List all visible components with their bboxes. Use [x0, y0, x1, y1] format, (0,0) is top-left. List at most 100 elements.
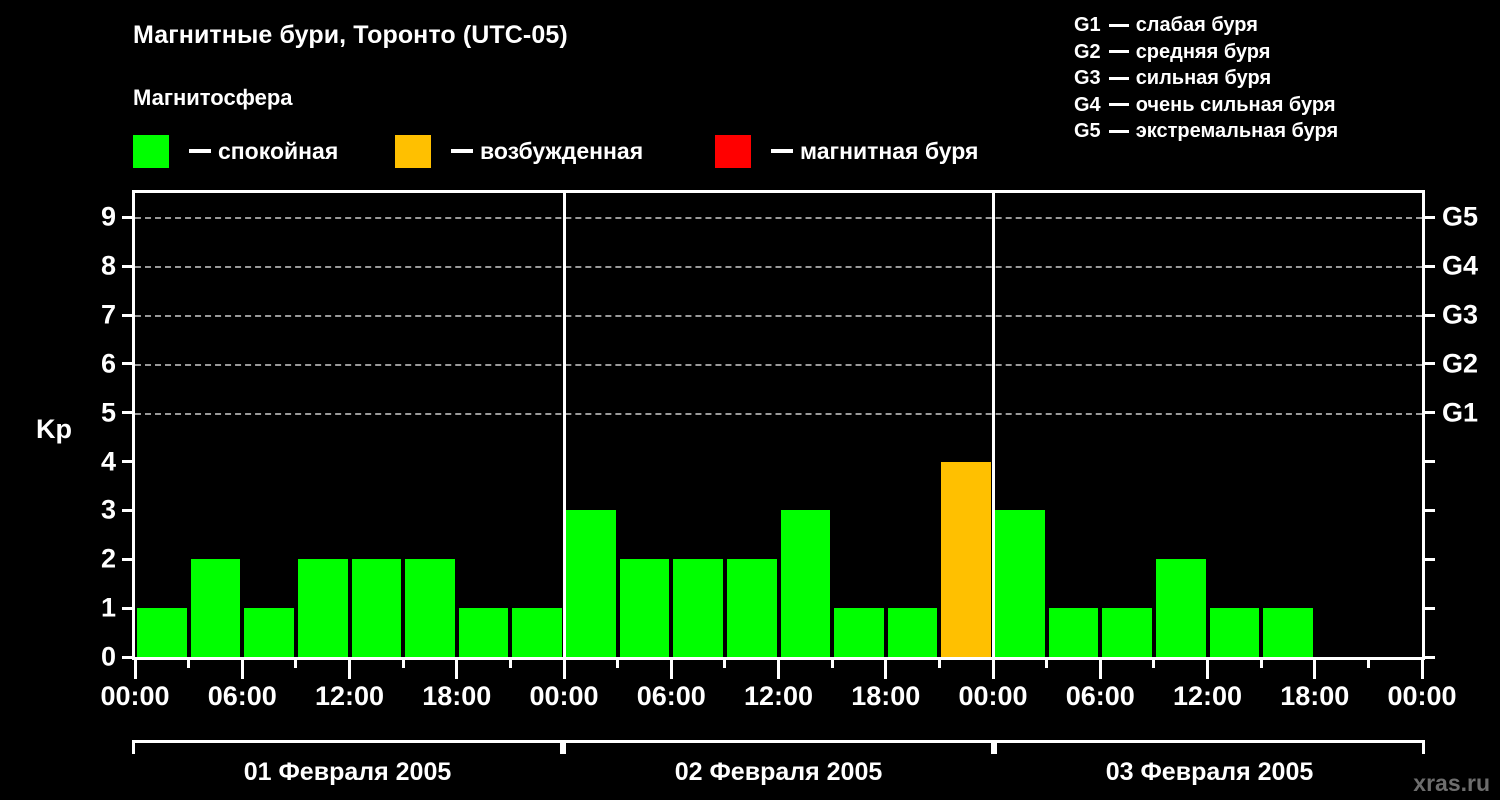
date-bracket — [132, 740, 563, 743]
gridline-kp-8 — [135, 266, 1422, 269]
g-scale-label: слабая буря — [1135, 14, 1258, 36]
g-scale-dash-icon — [1108, 103, 1129, 107]
x-tick-minor — [1366, 657, 1370, 668]
y-tick-left — [122, 264, 135, 268]
g-scale-dash-icon — [1108, 50, 1129, 54]
date-label: 01 Февраля 2005 — [243, 758, 452, 786]
date-bracket-tick-right — [560, 740, 563, 754]
magnetosphere-heading: Магнитосфера — [133, 85, 293, 110]
y-tick-right — [1422, 655, 1435, 659]
x-tick-minor — [616, 657, 620, 668]
g-scale-row-g4: G4 очень сильная буря — [1074, 92, 1494, 119]
x-tick-minor — [1045, 657, 1049, 668]
bar-kp — [726, 559, 777, 657]
g-scale-dash-icon — [1108, 76, 1129, 80]
x-tick-label: 00:00 — [1387, 681, 1457, 711]
x-tick-major — [562, 657, 566, 679]
x-tick-label: 18:00 — [422, 681, 492, 711]
x-tick-minor — [1259, 657, 1263, 668]
bar-kp — [1155, 559, 1206, 657]
g-scale-dash-icon — [1108, 23, 1129, 27]
x-tick-label: 12:00 — [1172, 681, 1243, 711]
x-tick-label: 12:00 — [743, 681, 814, 711]
gridline-kp-5 — [135, 412, 1422, 415]
bar-kp — [512, 608, 562, 657]
x-tick-major — [348, 657, 351, 679]
bar-kp — [1102, 608, 1152, 657]
bar-kp — [190, 559, 241, 657]
gridline-kp-6 — [135, 363, 1422, 366]
bar-kp — [566, 510, 616, 657]
y-tick-left — [122, 313, 135, 317]
y-tick-left — [122, 411, 135, 415]
legend-entry-excited: возбужденная — [395, 130, 643, 172]
g-scale-label: экстремальная буря — [1135, 120, 1339, 142]
x-tick-major — [1098, 657, 1102, 679]
x-tick-major — [1206, 657, 1209, 679]
date-segment-3: 03 Февраля 2005 — [994, 740, 1425, 798]
g-scale-legend: G1 слабая буря G2 средняя буря G3 сильная бур… — [1074, 12, 1494, 145]
bar-kp — [1048, 608, 1099, 657]
x-tick-major — [1313, 657, 1317, 679]
legend-dash-icon — [451, 149, 473, 153]
legend-label: возбужденная — [480, 137, 644, 164]
legend-label: магнитная буря — [800, 137, 979, 164]
x-tick-minor — [937, 657, 941, 668]
g-scale-code: G2 — [1074, 40, 1101, 63]
bar-kp — [351, 559, 402, 657]
g-scale-row-g2: G2 средняя буря — [1074, 39, 1494, 66]
y-tick-label-4: 4 — [100, 446, 116, 477]
date-segment-2: 02 Февраля 2005 — [563, 740, 994, 798]
legend-dash-icon — [771, 149, 793, 153]
bar-kp — [995, 510, 1045, 657]
x-tick-major — [884, 657, 888, 679]
date-bracket-tick-left — [132, 740, 135, 754]
legend-label: спокойная — [218, 137, 339, 164]
x-tick-major — [1420, 657, 1424, 679]
x-tick-minor — [508, 657, 512, 668]
y-tick-left — [122, 655, 135, 659]
y-tick-label-3: 3 — [100, 494, 116, 525]
bar-kp — [780, 510, 831, 657]
bar-kp — [1209, 608, 1260, 657]
x-tick-label: 00:00 — [958, 681, 1028, 711]
y-tick-label-0: 0 — [100, 641, 116, 672]
g-scale-label: очень сильная буря — [1135, 93, 1336, 116]
g-axis-label-g1: G1 — [1442, 397, 1479, 428]
y-tick-right — [1422, 411, 1435, 415]
x-tick-major — [240, 657, 244, 679]
legend-swatch-storm-icon — [715, 134, 751, 168]
x-tick-major — [991, 657, 995, 679]
bar-kp — [458, 608, 509, 657]
g-scale-label: сильная буря — [1135, 67, 1272, 89]
y-tick-right — [1422, 215, 1435, 219]
day-separator — [991, 193, 995, 657]
y-tick-label-1: 1 — [100, 592, 116, 623]
y-tick-right — [1422, 264, 1435, 268]
y-tick-label-6: 6 — [100, 348, 116, 379]
date-bracket-tick-left — [994, 740, 997, 754]
bar-kp — [405, 559, 455, 657]
date-label: 02 Февраля 2005 — [674, 758, 883, 786]
g-scale-code: G3 — [1074, 67, 1101, 89]
x-tick-minor — [401, 657, 405, 668]
g-scale-code: G5 — [1074, 120, 1101, 142]
date-axis: 01 Февраля 2005 02 Февраля 2005 03 Февраля… — [132, 740, 1425, 798]
y-tick-left — [122, 362, 135, 366]
y-tick-left — [122, 508, 135, 512]
x-tick-major — [133, 657, 137, 679]
g-axis-label-g3: G3 — [1442, 299, 1479, 330]
x-tick-minor — [723, 657, 727, 668]
g-scale-label: средняя буря — [1135, 40, 1271, 63]
legend-swatch-calm-icon — [133, 134, 169, 168]
date-bracket-tick-right — [991, 740, 994, 754]
bar-kp — [941, 461, 991, 657]
x-tick-label: 06:00 — [636, 681, 706, 711]
legend-dash-icon — [189, 149, 211, 153]
x-tick-major — [777, 657, 780, 679]
y-tick-right — [1422, 362, 1435, 366]
day-separator — [562, 193, 566, 657]
y-tick-left — [122, 460, 135, 464]
y-tick-label-7: 7 — [100, 299, 116, 330]
y-tick-right — [1422, 460, 1435, 464]
